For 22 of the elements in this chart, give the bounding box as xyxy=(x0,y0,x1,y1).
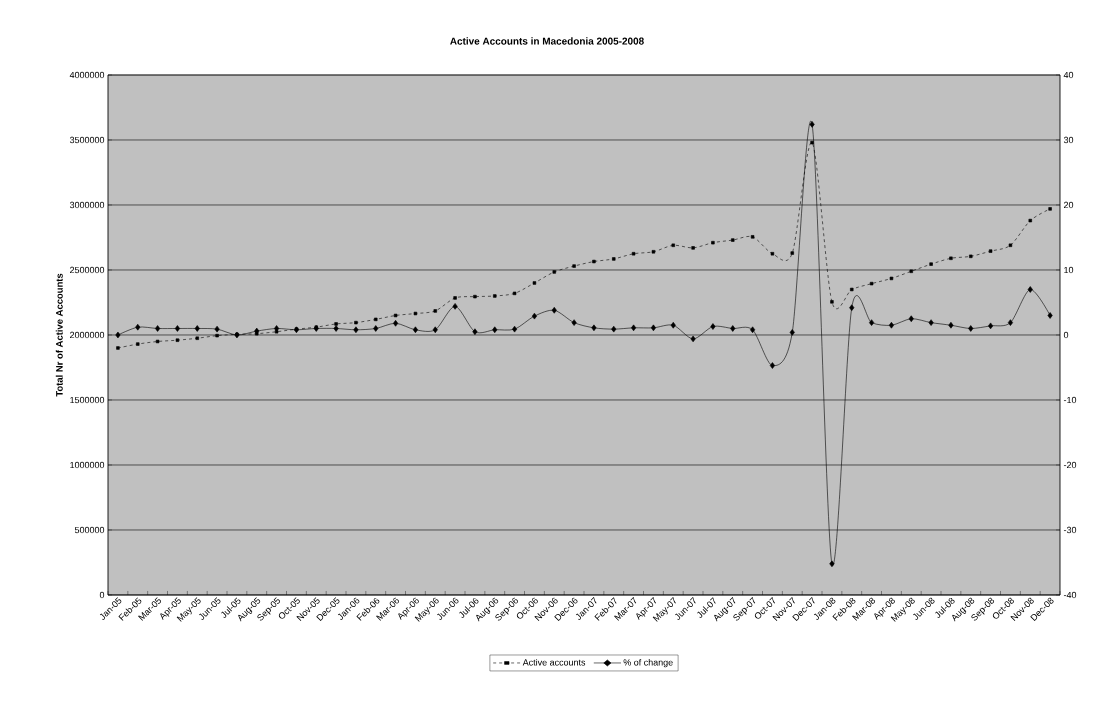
y-tick-label: 2500000 xyxy=(70,266,105,274)
y-tick-label: 500000 xyxy=(74,526,105,534)
legend-label: % of change xyxy=(623,658,673,668)
legend-label: Active accounts xyxy=(522,658,586,666)
y-tick-label: 1000000 xyxy=(70,461,105,469)
y2-tick-label: 30 xyxy=(1063,136,1074,144)
y-tick-label: 3000000 xyxy=(69,201,105,209)
y2-tick-label: 40 xyxy=(1063,71,1074,79)
y-tick-label: 1500000 xyxy=(70,396,105,404)
y-tick-label: 3500000 xyxy=(69,136,105,144)
y2-tick-label: -20 xyxy=(1063,461,1077,469)
y-axis-title: Total Nr of Active Accounts xyxy=(55,273,63,397)
y-tick-label: 2000000 xyxy=(70,331,105,339)
y2-tick-label: -40 xyxy=(1063,591,1077,599)
y2-tick-label: 20 xyxy=(1063,201,1074,209)
chart-title: Active Accounts in Macedonia 2005-2008 xyxy=(450,37,644,45)
y-tick-label: 4000000 xyxy=(69,71,105,79)
y2-tick-label: 0 xyxy=(1063,331,1069,339)
y2-tick-label: 10 xyxy=(1064,266,1074,274)
y-tick-label: 0 xyxy=(99,591,105,599)
y2-tick-label: -10 xyxy=(1063,396,1077,404)
y2-tick-label: -30 xyxy=(1063,526,1077,534)
